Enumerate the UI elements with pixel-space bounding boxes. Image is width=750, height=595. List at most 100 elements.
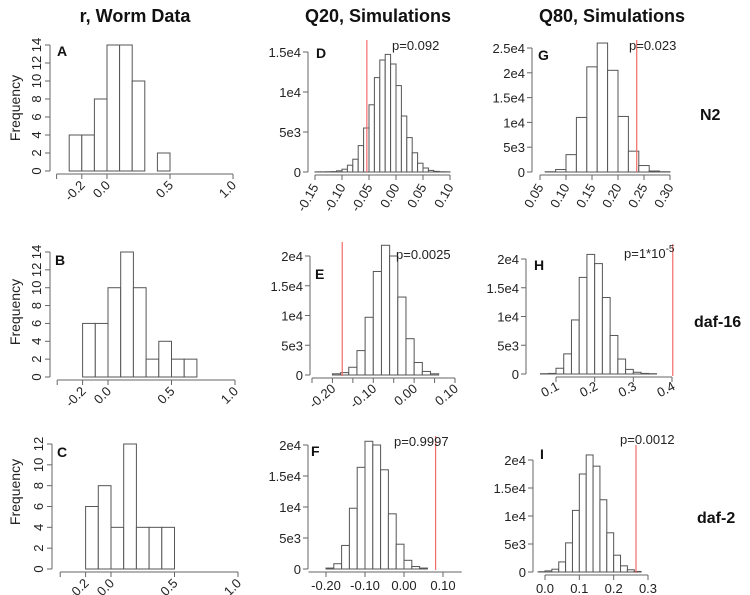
panel-h: 0.1 0.2 0.3 0.4 0 5e3 1e4 1.5e4 2e4 Hp=1*10-5 (486, 244, 677, 400)
y-tick-label: 2e4 (281, 249, 303, 264)
y-tick-label: 1.5e4 (493, 481, 526, 496)
histogram-bar (599, 499, 608, 573)
x-tick-label: 0.00 (391, 381, 420, 409)
x-tick-label: 0.05 (521, 181, 547, 210)
histogram-bar (352, 158, 359, 173)
histogram-bar (110, 526, 125, 570)
histogram-bar (421, 370, 431, 376)
histogram-bar (563, 353, 572, 375)
histogram-bar (558, 561, 567, 573)
x-tick-label: 0.0 (90, 178, 113, 201)
histogram-bar (585, 454, 594, 573)
y-tick-label: 1.5e4 (486, 281, 519, 296)
panel-letter: F (311, 443, 320, 459)
histogram-bar (85, 506, 99, 570)
y-tick-label: 0 (29, 167, 44, 174)
y-tick-label: 2e4 (503, 66, 525, 81)
y-tick-label: 0 (512, 367, 519, 382)
p-value-label: p=0.0012 (620, 432, 675, 447)
histogram-bar (606, 532, 615, 573)
y-tick-label: 6 (29, 113, 44, 120)
histogram-bar (640, 372, 650, 375)
histogram-bar (364, 316, 374, 376)
histogram-bar (380, 469, 389, 570)
y-tick-label: 1e4 (504, 509, 526, 524)
x-tick-label: 0.15 (573, 181, 599, 210)
panel-letter: B (55, 252, 65, 268)
x-tick-label: 0.10 (547, 181, 573, 210)
histogram-bar (620, 565, 628, 573)
y-tick-label: 10 (29, 74, 44, 88)
x-tick-label: -0.10 (350, 578, 380, 593)
histogram-bar (586, 253, 596, 375)
x-tick-label: -0.20 (311, 578, 341, 593)
histogram-bar (565, 154, 577, 173)
panel-a: -0.2 0.0 0.5 1.0 0 2 4 6 8 10 12 14 Frequency A (7, 38, 239, 204)
p-value-label: p=0.0025 (396, 247, 451, 262)
x-tick-label: -0.20 (306, 381, 338, 412)
histogram-bar (638, 165, 650, 173)
x-tick-label: -0.2 (65, 576, 91, 595)
panel-d: -0.15 -0.10 -0.05 0.00 0.05 0.10 0 5e3 1e4 1.5e4 D… (268, 38, 456, 214)
histogram-bar (397, 296, 407, 376)
panel-c: -0.2 0.0 0.5 1.0 0 2 4 6 8 10 12 Frequency C (7, 437, 244, 595)
histogram-bar (357, 145, 365, 173)
histogram-bar (387, 513, 397, 570)
x-tick-label: 0.5 (153, 178, 176, 201)
histogram-bar (145, 358, 160, 378)
histogram-bar (592, 465, 601, 573)
histogram-bar (411, 566, 421, 570)
histogram-bar (156, 152, 171, 172)
panel-b: -0.2 0.0 0.5 1.0 0 2 4 6 8 10 12 14 Frequency B (7, 245, 241, 410)
histogram-bar (419, 567, 428, 570)
histogram-bar (544, 570, 553, 573)
histogram-bar (575, 116, 588, 173)
histogram-bar (356, 466, 366, 570)
p-value-label: p=0.092 (392, 38, 439, 53)
column-title-worm-data: r, Worm Data (80, 6, 192, 26)
panel-letter: G (538, 47, 549, 63)
histogram-bar (158, 340, 173, 378)
x-tick-label: 1.0 (218, 384, 241, 407)
y-tick-label: 2e4 (497, 252, 519, 267)
panel-g: 0.05 0.10 0.15 0.20 0.25 0.30 0 5e3 1e4 1.5e4 2e4 2… (492, 38, 676, 210)
p-value-text: p=0.0012 (620, 432, 675, 447)
y-tick-label: 0 (519, 565, 526, 580)
histogram-bar (411, 152, 419, 173)
x-tick-label: 0.00 (377, 181, 403, 210)
y-tick-label: 5e3 (503, 140, 525, 155)
x-tick-label: 0.30 (651, 181, 677, 210)
y-tick-label: 2 (29, 356, 44, 363)
x-tick-label: -0.05 (348, 181, 376, 214)
histogram-bar (547, 372, 557, 375)
x-tick-label: 0.3 (639, 581, 657, 595)
histogram-bar (336, 170, 343, 173)
histogram-bar (68, 134, 83, 172)
histogram-bar (617, 358, 627, 375)
p-value-text: p=0.0025 (396, 247, 451, 262)
histogram-bar (648, 170, 661, 173)
histogram-bar (571, 509, 580, 573)
row-label-daf-2: daf-2 (697, 510, 735, 527)
panel-letter: E (315, 266, 324, 282)
histogram-bar (400, 115, 408, 173)
histogram-bar (106, 44, 121, 172)
histogram-bar (119, 44, 133, 172)
histogram-bar (346, 164, 354, 173)
histogram-bar (183, 358, 198, 378)
x-tick-label: -0.2 (61, 178, 87, 204)
y-tick-label: 1e4 (281, 309, 303, 324)
histogram-bar (596, 42, 609, 173)
histogram-bar (94, 322, 109, 378)
histogram-bar (331, 373, 342, 376)
p-value-exponent: -5 (666, 244, 675, 255)
x-tick-label: -0.10 (321, 181, 349, 214)
x-tick-label: 0.20 (599, 181, 625, 210)
histogram-bar (405, 338, 415, 376)
histogram-bar (97, 485, 112, 570)
histogram-bar (422, 167, 429, 173)
y-tick-label: 10 (29, 280, 44, 294)
x-tick-label: 0.05 (404, 181, 430, 210)
histogram-bar (625, 368, 634, 375)
